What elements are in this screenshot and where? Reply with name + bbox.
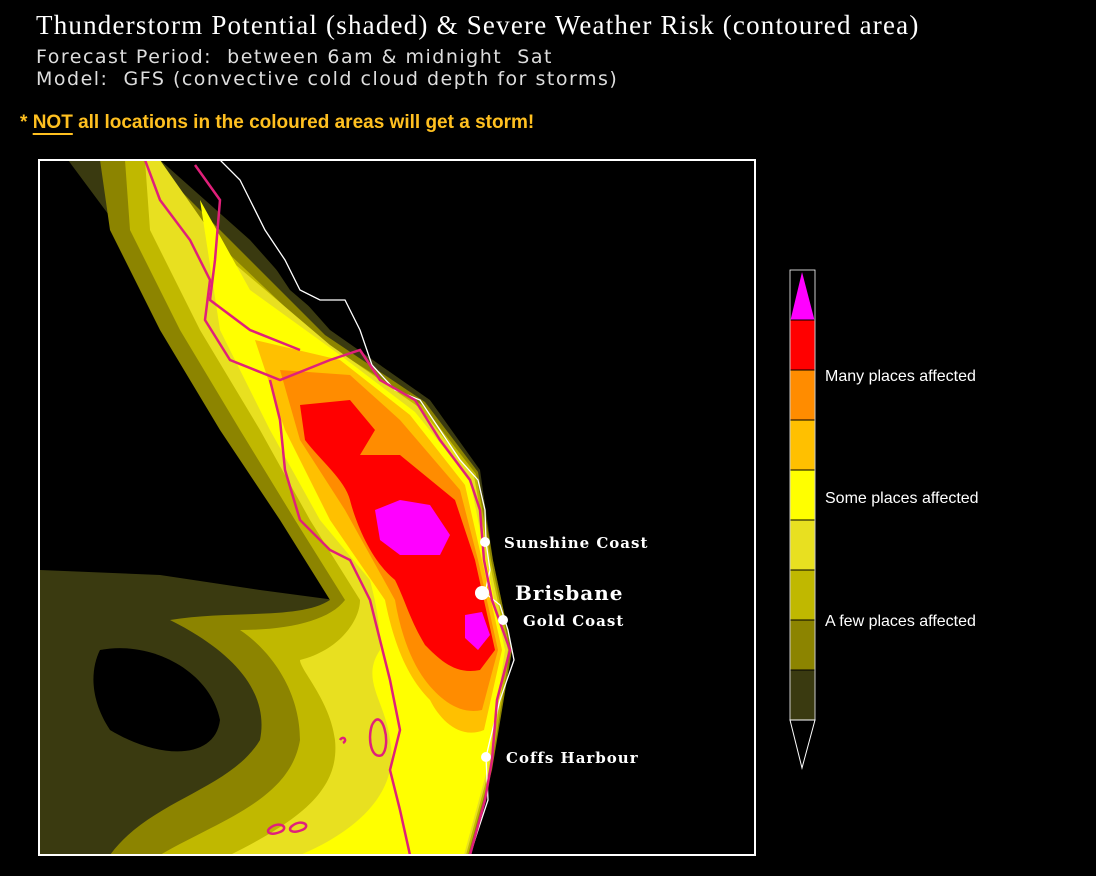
legend-label: A few places affected — [825, 613, 976, 630]
legend-label: Some places affected — [825, 490, 979, 507]
title: Thunderstorm Potential (shaded) & Severe… — [36, 10, 920, 40]
note: * NOT all locations in the coloured area… — [20, 112, 534, 134]
place-label: Brisbane — [515, 581, 624, 605]
subtitle: Forecast Period: between 6am & midnight … — [36, 46, 553, 68]
place-label: Sunshine Coast — [504, 534, 648, 552]
subtitle: Model: GFS (convective cold cloud depth … — [36, 68, 619, 90]
note-emphasis: NOT — [32, 112, 73, 133]
place-label: Gold Coast — [523, 612, 624, 630]
place-label: Coffs Harbour — [506, 749, 639, 767]
note-text: all locations in the coloured areas will… — [78, 112, 535, 133]
map-shading — [40, 161, 754, 854]
note-prefix: * — [20, 112, 28, 133]
colorbar — [789, 269, 816, 770]
legend-label: Many places affected — [825, 368, 976, 385]
